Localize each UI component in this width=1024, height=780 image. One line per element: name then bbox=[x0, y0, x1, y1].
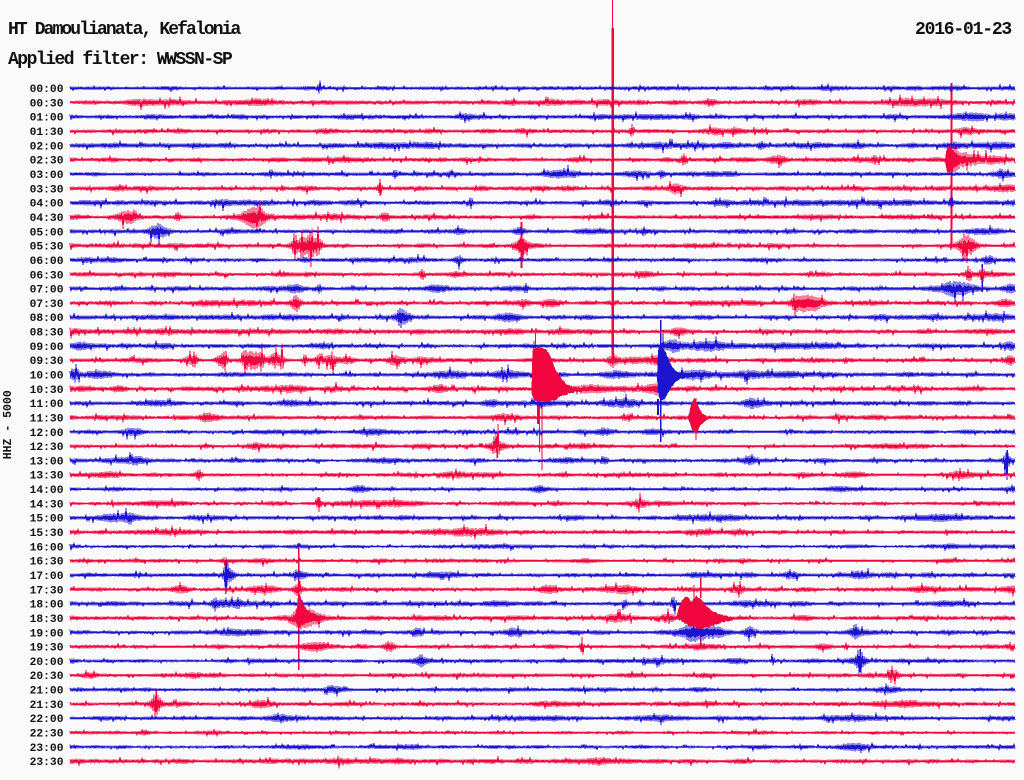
svg-text:03:00: 03:00 bbox=[30, 170, 64, 182]
svg-text:07:30: 07:30 bbox=[30, 299, 64, 311]
svg-text:14:00: 14:00 bbox=[30, 485, 64, 497]
svg-text:17:30: 17:30 bbox=[30, 585, 64, 597]
svg-text:03:30: 03:30 bbox=[30, 184, 64, 196]
svg-text:11:00: 11:00 bbox=[30, 399, 64, 411]
svg-text:15:30: 15:30 bbox=[30, 528, 64, 540]
svg-text:23:30: 23:30 bbox=[30, 757, 64, 769]
svg-text:02:00: 02:00 bbox=[30, 141, 64, 153]
svg-text:23:00: 23:00 bbox=[30, 743, 64, 755]
svg-text:22:00: 22:00 bbox=[30, 714, 64, 726]
svg-text:10:00: 10:00 bbox=[30, 371, 64, 383]
svg-text:16:30: 16:30 bbox=[30, 557, 64, 569]
svg-text:14:30: 14:30 bbox=[30, 499, 64, 511]
svg-text:18:00: 18:00 bbox=[30, 600, 64, 612]
svg-text:08:30: 08:30 bbox=[30, 328, 64, 340]
svg-text:06:00: 06:00 bbox=[30, 256, 64, 268]
svg-text:16:00: 16:00 bbox=[30, 542, 64, 554]
svg-text:09:00: 09:00 bbox=[30, 342, 64, 354]
svg-text:00:00: 00:00 bbox=[30, 84, 64, 96]
svg-text:21:00: 21:00 bbox=[30, 686, 64, 698]
svg-text:04:00: 04:00 bbox=[30, 199, 64, 211]
svg-text:20:30: 20:30 bbox=[30, 671, 64, 683]
svg-text:01:30: 01:30 bbox=[30, 127, 64, 139]
svg-text:12:30: 12:30 bbox=[30, 442, 64, 454]
svg-text:12:00: 12:00 bbox=[30, 428, 64, 440]
svg-text:15:00: 15:00 bbox=[30, 514, 64, 526]
svg-text:09:30: 09:30 bbox=[30, 356, 64, 368]
svg-text:01:00: 01:00 bbox=[30, 113, 64, 125]
svg-text:02:30: 02:30 bbox=[30, 156, 64, 168]
svg-text:11:30: 11:30 bbox=[30, 414, 64, 426]
svg-text:19:00: 19:00 bbox=[30, 628, 64, 640]
svg-text:06:30: 06:30 bbox=[30, 270, 64, 282]
svg-text:21:30: 21:30 bbox=[30, 700, 64, 712]
svg-text:13:30: 13:30 bbox=[30, 471, 64, 483]
svg-text:22:30: 22:30 bbox=[30, 729, 64, 741]
svg-text:20:00: 20:00 bbox=[30, 657, 64, 669]
svg-text:05:00: 05:00 bbox=[30, 227, 64, 239]
svg-text:04:30: 04:30 bbox=[30, 213, 64, 225]
svg-text:13:00: 13:00 bbox=[30, 456, 64, 468]
svg-text:00:30: 00:30 bbox=[30, 98, 64, 110]
svg-text:17:00: 17:00 bbox=[30, 571, 64, 583]
svg-text:10:30: 10:30 bbox=[30, 385, 64, 397]
svg-text:05:30: 05:30 bbox=[30, 242, 64, 254]
svg-text:08:00: 08:00 bbox=[30, 313, 64, 325]
svg-text:18:30: 18:30 bbox=[30, 614, 64, 626]
svg-text:19:30: 19:30 bbox=[30, 643, 64, 655]
svg-text:07:00: 07:00 bbox=[30, 285, 64, 297]
